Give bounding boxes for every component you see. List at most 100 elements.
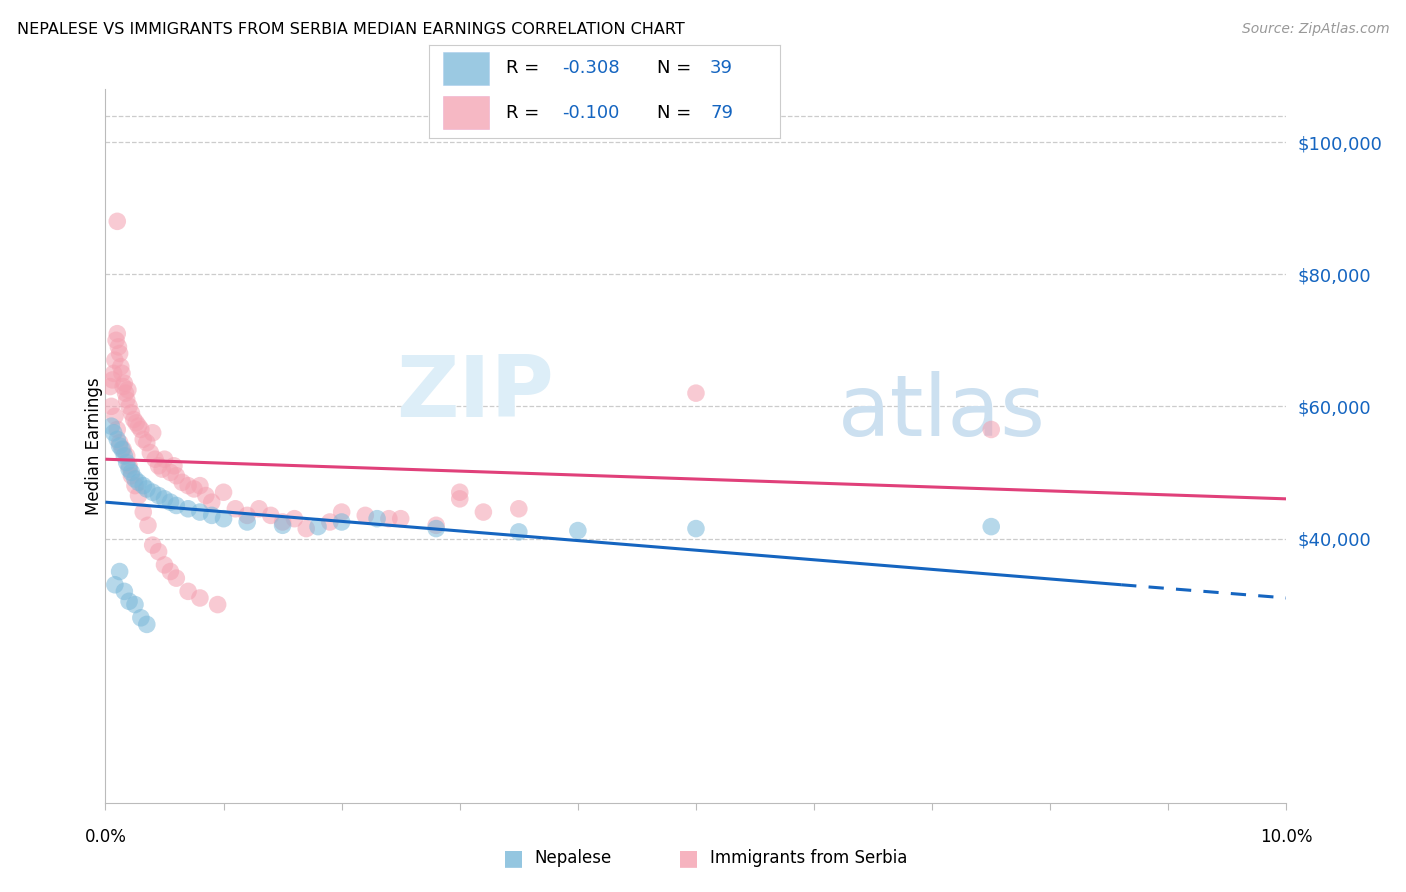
Point <box>135 482 157 496</box>
Point <box>685 522 707 536</box>
Text: ■: ■ <box>679 848 699 868</box>
Point <box>139 445 162 459</box>
Point <box>183 482 205 496</box>
Point <box>124 478 146 492</box>
Text: NEPALESE VS IMMIGRANTS FROM SERBIA MEDIAN EARNINGS CORRELATION CHART: NEPALESE VS IMMIGRANTS FROM SERBIA MEDIA… <box>17 22 685 37</box>
Point <box>163 458 186 473</box>
Point <box>685 386 707 401</box>
Point <box>271 518 294 533</box>
Point <box>107 340 129 354</box>
Point <box>105 326 128 341</box>
Point <box>177 501 200 516</box>
Point <box>212 511 235 525</box>
Text: -0.308: -0.308 <box>562 60 620 78</box>
Point <box>165 468 187 483</box>
Point <box>105 214 128 228</box>
Text: N =: N = <box>657 103 697 121</box>
Point <box>105 422 128 436</box>
Point <box>105 433 128 447</box>
Text: atlas: atlas <box>838 371 1046 454</box>
Point <box>330 505 353 519</box>
Point <box>108 565 131 579</box>
Point <box>150 462 173 476</box>
Point <box>188 478 211 492</box>
Point <box>132 505 155 519</box>
Point <box>142 538 165 552</box>
Point <box>247 501 270 516</box>
Point <box>319 515 342 529</box>
Point <box>115 392 138 407</box>
Point <box>472 505 495 519</box>
Point <box>260 508 283 523</box>
Text: 39: 39 <box>710 60 733 78</box>
Point <box>108 439 131 453</box>
Point <box>108 435 131 450</box>
Point <box>128 419 150 434</box>
Text: ZIP: ZIP <box>396 351 554 434</box>
Text: -0.100: -0.100 <box>562 103 620 121</box>
Bar <box>443 52 489 85</box>
Point <box>449 491 471 506</box>
Point <box>104 409 127 424</box>
Point <box>425 522 447 536</box>
Point <box>118 594 141 608</box>
Point <box>148 489 170 503</box>
Point <box>104 353 127 368</box>
Point <box>100 400 122 414</box>
Point <box>271 515 294 529</box>
Point <box>212 485 235 500</box>
Point <box>114 386 136 401</box>
Point <box>165 499 187 513</box>
Point <box>567 524 589 538</box>
Point <box>148 458 170 473</box>
Point <box>128 489 150 503</box>
Point <box>122 412 145 426</box>
Point <box>111 442 134 457</box>
Point <box>236 515 259 529</box>
Point <box>115 456 138 470</box>
Point <box>101 373 124 387</box>
Point <box>425 518 447 533</box>
Point <box>153 452 176 467</box>
Point <box>177 478 200 492</box>
Point <box>103 367 125 381</box>
Point <box>165 571 187 585</box>
Point <box>159 466 181 480</box>
Point <box>307 519 329 533</box>
Point <box>330 515 353 529</box>
Text: 0.0%: 0.0% <box>84 828 127 846</box>
Point <box>110 359 132 374</box>
Text: Source: ZipAtlas.com: Source: ZipAtlas.com <box>1241 22 1389 37</box>
Point <box>188 591 211 605</box>
Point <box>103 425 125 440</box>
Point <box>120 466 142 480</box>
Point <box>366 511 388 525</box>
Point <box>120 468 142 483</box>
Point <box>201 495 224 509</box>
Point <box>128 475 150 490</box>
Text: Immigrants from Serbia: Immigrants from Serbia <box>710 849 907 867</box>
Point <box>136 518 159 533</box>
Point <box>118 458 141 473</box>
Point <box>98 379 121 393</box>
Point <box>115 449 138 463</box>
Point <box>159 495 181 509</box>
Point <box>389 511 412 525</box>
Text: Nepalese: Nepalese <box>534 849 612 867</box>
Point <box>153 558 176 572</box>
Point <box>508 524 530 539</box>
Point <box>120 406 142 420</box>
Point <box>112 376 135 391</box>
Point <box>449 485 471 500</box>
Point <box>142 485 165 500</box>
Point <box>124 472 146 486</box>
Point <box>508 501 530 516</box>
Point <box>100 419 122 434</box>
Point <box>354 508 377 523</box>
Text: R =: R = <box>506 103 546 121</box>
Point <box>172 475 194 490</box>
Point <box>108 346 131 360</box>
Point <box>148 545 170 559</box>
Point <box>236 508 259 523</box>
Point <box>132 433 155 447</box>
